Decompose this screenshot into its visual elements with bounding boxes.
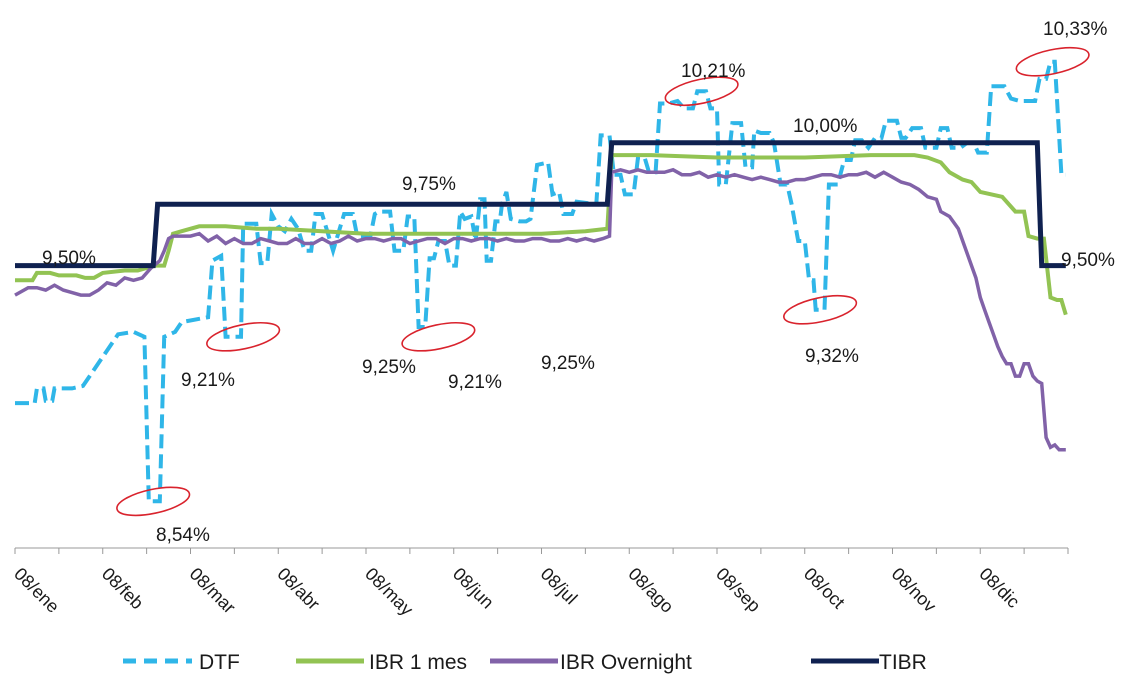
x-tick-label: 08/ago bbox=[624, 564, 677, 617]
annotation-dtf-max: 10,33% bbox=[1043, 19, 1108, 40]
x-tick-label: 08/oct bbox=[800, 564, 849, 613]
legend: DTF IBR 1 mes IBR Overnight TIBR bbox=[123, 651, 927, 674]
x-tick-label: 08/feb bbox=[98, 564, 148, 614]
highlight-circles bbox=[116, 46, 1090, 517]
x-tick-label: 08/may bbox=[361, 564, 417, 620]
series-line-ibr-overnight bbox=[14, 167, 1066, 452]
series-line-dtf bbox=[15, 59, 1066, 504]
x-tick-label: 08/nov bbox=[888, 564, 940, 616]
x-axis-ticks: 08/ene 08/feb 08/mar 08/abr 08/may 08/jun 08/j… bbox=[10, 548, 1069, 620]
annotation-dtf-jul: 9,25% bbox=[541, 353, 595, 374]
legend-label-dtf: DTF bbox=[199, 651, 240, 674]
legend-label-ibr-1-mes: IBR 1 mes bbox=[369, 651, 467, 674]
highlight-ellipse bbox=[1015, 46, 1090, 77]
annotation-dtf-oct: 9,32% bbox=[805, 346, 859, 367]
x-tick-label: 08/jun bbox=[449, 564, 498, 613]
annotation-dtf-min: 8,54% bbox=[156, 525, 210, 546]
series-layer bbox=[14, 59, 1068, 504]
x-tick-label: 08/jul bbox=[537, 564, 582, 609]
series-line-tibr bbox=[15, 140, 1066, 269]
annotation-dtf-jun: 9,21% bbox=[448, 372, 502, 393]
x-tick-label: 08/sep bbox=[712, 564, 764, 616]
series-line-ibr-1-mes bbox=[15, 153, 1068, 316]
x-tick-label: 08/mar bbox=[186, 564, 240, 618]
highlight-ellipse bbox=[664, 76, 739, 107]
annotation-dtf-may: 9,25% bbox=[362, 357, 416, 378]
annotation-tibr-mid: 9,75% bbox=[402, 174, 456, 195]
highlight-ellipse bbox=[401, 321, 476, 352]
annotation-tibr-end: 9,50% bbox=[1061, 250, 1115, 271]
highlight-ellipse bbox=[206, 321, 281, 352]
x-tick-label: 08/ene bbox=[10, 564, 63, 617]
annotation-tibr-start: 9,50% bbox=[42, 248, 96, 269]
annotation-tibr-high: 10,00% bbox=[793, 116, 858, 137]
annotation-dtf-sep: 10,21% bbox=[681, 61, 746, 82]
legend-label-ibr-overnight: IBR Overnight bbox=[560, 651, 692, 674]
highlight-ellipse bbox=[116, 486, 191, 517]
x-tick-label: 08/abr bbox=[273, 564, 323, 614]
x-tick-label: 08/dic bbox=[975, 564, 1023, 612]
legend-label-tibr: TIBR bbox=[879, 651, 927, 674]
highlight-ellipse bbox=[783, 294, 858, 325]
annotation-dtf-mar: 9,21% bbox=[181, 370, 235, 391]
